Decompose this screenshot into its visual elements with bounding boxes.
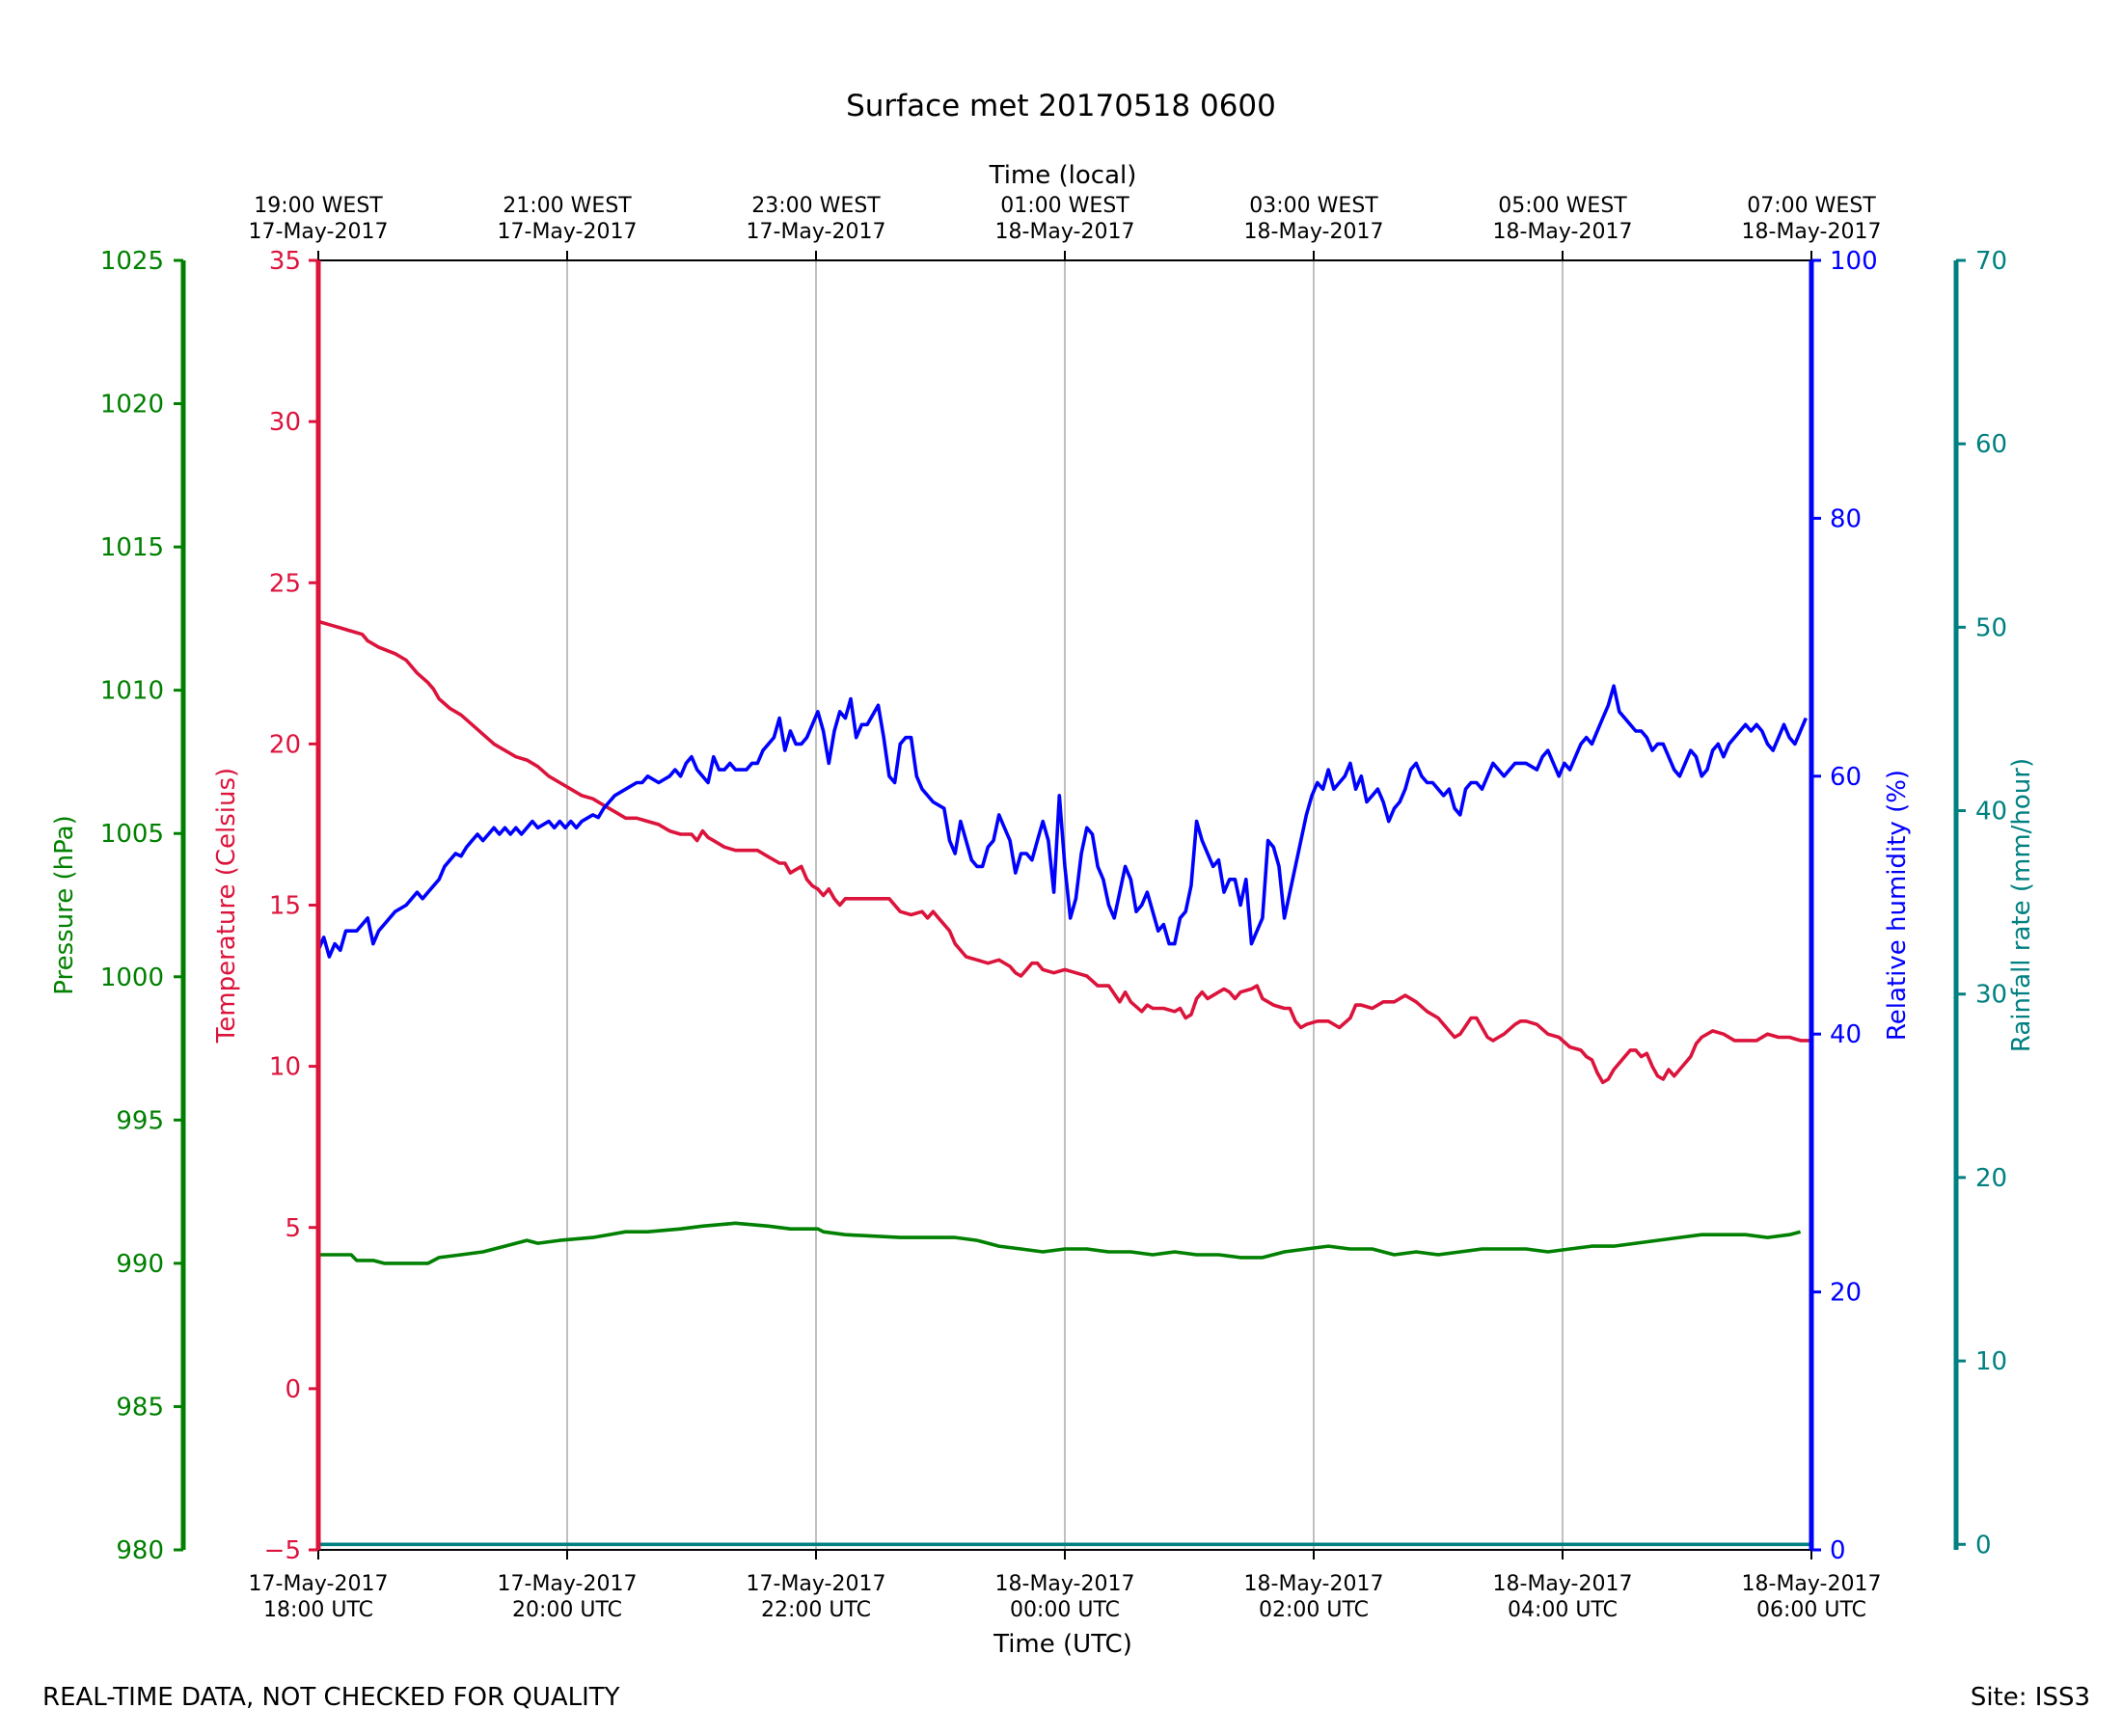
x-tick-label-bottom-time: 20:00 UTC xyxy=(512,1598,622,1622)
pressure-tick-label: 1010 xyxy=(100,677,164,706)
rainfall-tick-label: 0 xyxy=(1975,1531,1992,1560)
humidity-tick-label: 60 xyxy=(1830,763,1862,792)
x-tick-label-top-date: 18-May-2017 xyxy=(1493,220,1633,244)
x-tick-label-bottom-date: 18-May-2017 xyxy=(1742,1572,1882,1596)
rainfall-tick-label: 70 xyxy=(1975,247,2007,276)
temperature-tick-label: 0 xyxy=(285,1375,301,1404)
x-tick-label-bottom-time: 04:00 UTC xyxy=(1508,1598,1618,1622)
pressure-tick-label: 1015 xyxy=(100,533,164,562)
x-tick-label-top-time: 05:00 WEST xyxy=(1498,194,1627,218)
bottom-axis-label: Time (UTC) xyxy=(993,1630,1132,1659)
humidity-tick-label: 40 xyxy=(1830,1020,1862,1049)
x-tick-label-top-time: 19:00 WEST xyxy=(254,194,383,218)
pressure-tick-label: 985 xyxy=(116,1393,164,1422)
x-tick-label-bottom-date: 17-May-2017 xyxy=(498,1572,638,1596)
quality-disclaimer: REAL-TIME DATA, NOT CHECKED FOR QUALITY xyxy=(42,1683,620,1712)
humidity-tick-label: 20 xyxy=(1830,1279,1862,1308)
rainfall-axis-title: Rainfall rate (mm/hour) xyxy=(2007,758,2036,1052)
humidity-tick-label: 80 xyxy=(1830,504,1862,533)
x-tick-label-top-date: 18-May-2017 xyxy=(1742,220,1882,244)
x-tick-label-top-date: 17-May-2017 xyxy=(249,220,389,244)
x-tick-label-top-time: 07:00 WEST xyxy=(1747,194,1876,218)
x-tick-label-top-date: 18-May-2017 xyxy=(1244,220,1384,244)
series-relative-humidity xyxy=(316,684,1808,959)
site-label: Site: ISS3 xyxy=(1970,1683,2090,1712)
rainfall-tick-label: 30 xyxy=(1975,981,2007,1010)
x-tick-label-bottom-date: 18-May-2017 xyxy=(1493,1572,1633,1596)
x-tick-label-bottom-time: 06:00 UTC xyxy=(1756,1598,1866,1622)
temperature-tick-label: 25 xyxy=(269,569,301,598)
x-tick-label-bottom-date: 18-May-2017 xyxy=(995,1572,1135,1596)
x-tick-label-top-date: 17-May-2017 xyxy=(498,220,638,244)
top-axis-label: Time (local) xyxy=(989,161,1137,190)
temperature-tick-label: 35 xyxy=(269,247,301,276)
x-tick-label-bottom-date: 17-May-2017 xyxy=(249,1572,389,1596)
rainfall-tick-label: 10 xyxy=(1975,1347,2007,1376)
temperature-tick-label: 30 xyxy=(269,408,301,437)
humidity-tick-label: 0 xyxy=(1830,1536,1846,1565)
temperature-axis-title: Temperature (Celsius) xyxy=(212,768,241,1044)
series-temperature xyxy=(317,619,1811,1085)
chart-title: Surface met 20170518 0600 xyxy=(846,89,1276,123)
pressure-tick-label: 995 xyxy=(116,1106,164,1135)
x-tick-label-top-time: 01:00 WEST xyxy=(1000,194,1129,218)
x-tick-label-top-date: 17-May-2017 xyxy=(747,220,886,244)
pressure-tick-label: 980 xyxy=(116,1536,164,1565)
series-lines xyxy=(316,619,1811,1547)
temperature-tick-label: 5 xyxy=(285,1214,301,1243)
pressure-tick-label: 1000 xyxy=(100,963,164,992)
x-tick-label-bottom-time: 00:00 UTC xyxy=(1010,1598,1120,1622)
temperature-tick-label: 10 xyxy=(269,1053,301,1082)
grid-lines xyxy=(566,260,1564,1550)
humidity-tick-label: 100 xyxy=(1830,247,1878,276)
pressure-tick-label: 1020 xyxy=(100,391,164,420)
x-tick-label-top-time: 21:00 WEST xyxy=(503,194,632,218)
temperature-tick-label: 20 xyxy=(269,730,301,759)
rainfall-tick-label: 40 xyxy=(1975,798,2007,827)
rainfall-tick-label: 60 xyxy=(1975,430,2007,459)
x-tick-label-top-time: 03:00 WEST xyxy=(1249,194,1378,218)
x-tick-label-bottom-time: 18:00 UTC xyxy=(263,1598,373,1622)
pressure-tick-label: 990 xyxy=(116,1250,164,1279)
series-pressure xyxy=(318,1221,1802,1265)
x-tick-label-bottom-date: 18-May-2017 xyxy=(1244,1572,1384,1596)
rainfall-tick-label: 50 xyxy=(1975,613,2007,642)
pressure-tick-label: 1025 xyxy=(100,247,164,276)
x-tick-label-bottom-time: 22:00 UTC xyxy=(761,1598,871,1622)
rainfall-tick-label: 20 xyxy=(1975,1164,2007,1193)
humidity-axis-title: Relative humidity (%) xyxy=(1883,770,1912,1041)
pressure-tick-label: 1005 xyxy=(100,820,164,849)
temperature-tick-label: 15 xyxy=(269,892,301,921)
x-tick-label-bottom-date: 17-May-2017 xyxy=(747,1572,886,1596)
x-tick-label-top-date: 18-May-2017 xyxy=(995,220,1135,244)
pressure-axis-title: Pressure (hPa) xyxy=(50,815,79,995)
x-tick-label-top-time: 23:00 WEST xyxy=(751,194,881,218)
x-tick-label-bottom-time: 02:00 UTC xyxy=(1259,1598,1369,1622)
temperature-tick-label: −5 xyxy=(264,1536,301,1565)
